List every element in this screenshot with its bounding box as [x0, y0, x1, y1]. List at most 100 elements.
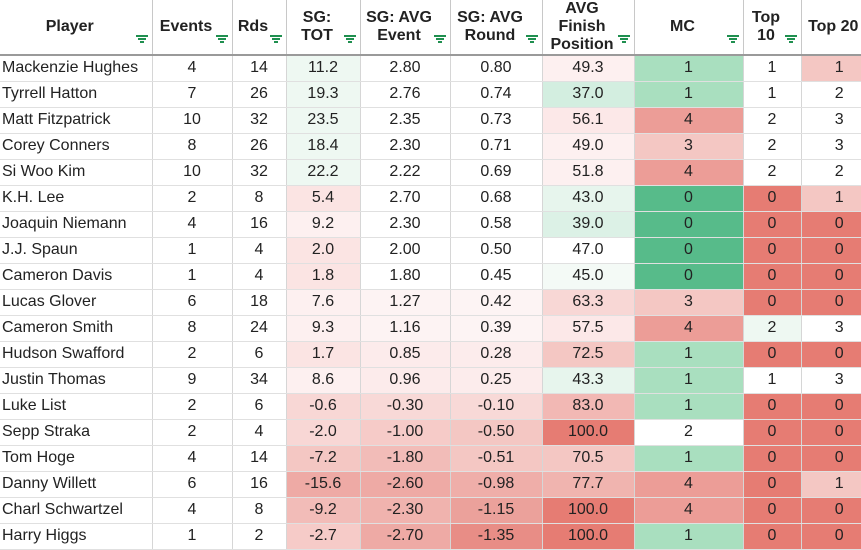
cell-avg-finish-position[interactable]: 49.0	[542, 133, 635, 160]
cell-top-20[interactable]: 0	[801, 497, 861, 524]
cell-rds[interactable]: 34	[232, 367, 287, 394]
cell-sg-avg-event[interactable]: -0.30	[360, 393, 451, 420]
column-header-top-10[interactable]: Top 10	[743, 0, 802, 56]
cell-sg-tot[interactable]: 23.5	[286, 107, 361, 134]
cell-mc[interactable]: 4	[634, 315, 744, 342]
cell-top-10[interactable]: 0	[743, 263, 802, 290]
cell-rds[interactable]: 32	[232, 159, 287, 186]
cell-events[interactable]: 1	[152, 237, 233, 264]
cell-mc[interactable]: 0	[634, 263, 744, 290]
cell-player[interactable]: Hudson Swafford	[0, 341, 153, 368]
cell-top-10[interactable]: 0	[743, 185, 802, 212]
cell-sg-avg-round[interactable]: 0.28	[450, 341, 543, 368]
cell-sg-avg-event[interactable]: 2.70	[360, 185, 451, 212]
cell-avg-finish-position[interactable]: 56.1	[542, 107, 635, 134]
cell-rds[interactable]: 6	[232, 393, 287, 420]
cell-sg-avg-round[interactable]: -0.51	[450, 445, 543, 472]
filter-icon[interactable]	[135, 35, 148, 44]
cell-mc[interactable]: 4	[634, 107, 744, 134]
cell-mc[interactable]: 4	[634, 497, 744, 524]
cell-sg-avg-event[interactable]: 2.30	[360, 133, 451, 160]
cell-player[interactable]: J.J. Spaun	[0, 237, 153, 264]
cell-events[interactable]: 2	[152, 393, 233, 420]
filter-icon[interactable]	[433, 35, 446, 44]
cell-player[interactable]: Sepp Straka	[0, 419, 153, 446]
cell-rds[interactable]: 8	[232, 185, 287, 212]
cell-player[interactable]: Corey Conners	[0, 133, 153, 160]
cell-top-20[interactable]: 1	[801, 185, 861, 212]
cell-sg-avg-event[interactable]: 2.35	[360, 107, 451, 134]
column-header-top-20[interactable]: Top 20	[801, 0, 861, 56]
cell-sg-tot[interactable]: 11.2	[286, 55, 361, 82]
cell-sg-avg-event[interactable]: 1.16	[360, 315, 451, 342]
cell-top-20[interactable]: 1	[801, 55, 861, 82]
column-header-player[interactable]: Player	[0, 0, 153, 56]
cell-rds[interactable]: 16	[232, 471, 287, 498]
cell-sg-avg-round[interactable]: 0.69	[450, 159, 543, 186]
cell-avg-finish-position[interactable]: 49.3	[542, 55, 635, 82]
cell-sg-tot[interactable]: -2.7	[286, 523, 361, 550]
cell-rds[interactable]: 4	[232, 237, 287, 264]
cell-sg-avg-round[interactable]: 0.58	[450, 211, 543, 238]
cell-mc[interactable]: 3	[634, 289, 744, 316]
cell-mc[interactable]: 1	[634, 341, 744, 368]
cell-sg-avg-event[interactable]: 2.00	[360, 237, 451, 264]
cell-sg-avg-event[interactable]: 2.30	[360, 211, 451, 238]
cell-top-10[interactable]: 1	[743, 367, 802, 394]
cell-sg-avg-round[interactable]: 0.80	[450, 55, 543, 82]
cell-sg-tot[interactable]: -9.2	[286, 497, 361, 524]
cell-events[interactable]: 4	[152, 55, 233, 82]
cell-mc[interactable]: 0	[634, 185, 744, 212]
cell-sg-tot[interactable]: 1.8	[286, 263, 361, 290]
cell-avg-finish-position[interactable]: 83.0	[542, 393, 635, 420]
cell-sg-avg-event[interactable]: 0.85	[360, 341, 451, 368]
cell-top-20[interactable]: 2	[801, 159, 861, 186]
cell-events[interactable]: 4	[152, 211, 233, 238]
cell-top-10[interactable]: 0	[743, 419, 802, 446]
cell-mc[interactable]: 1	[634, 393, 744, 420]
cell-top-10[interactable]: 2	[743, 107, 802, 134]
column-header-sg-avg-round[interactable]: SG: AVG Round	[450, 0, 543, 56]
filter-icon[interactable]	[343, 35, 356, 44]
cell-mc[interactable]: 0	[634, 237, 744, 264]
cell-mc[interactable]: 4	[634, 159, 744, 186]
cell-rds[interactable]: 2	[232, 523, 287, 550]
cell-events[interactable]: 4	[152, 497, 233, 524]
cell-avg-finish-position[interactable]: 72.5	[542, 341, 635, 368]
cell-player[interactable]: Charl Schwartzel	[0, 497, 153, 524]
cell-sg-avg-round[interactable]: 0.45	[450, 263, 543, 290]
cell-top-20[interactable]: 0	[801, 263, 861, 290]
cell-top-10[interactable]: 2	[743, 133, 802, 160]
cell-top-10[interactable]: 0	[743, 393, 802, 420]
cell-mc[interactable]: 4	[634, 471, 744, 498]
cell-rds[interactable]: 24	[232, 315, 287, 342]
filter-icon[interactable]	[784, 35, 797, 44]
cell-top-20[interactable]: 0	[801, 523, 861, 550]
cell-top-20[interactable]: 3	[801, 133, 861, 160]
cell-rds[interactable]: 18	[232, 289, 287, 316]
cell-mc[interactable]: 3	[634, 133, 744, 160]
cell-player[interactable]: Tyrrell Hatton	[0, 81, 153, 108]
filter-icon[interactable]	[726, 35, 739, 44]
cell-sg-avg-event[interactable]: 1.80	[360, 263, 451, 290]
column-header-rds[interactable]: Rds	[232, 0, 287, 56]
cell-top-10[interactable]: 0	[743, 497, 802, 524]
cell-player[interactable]: Mackenzie Hughes	[0, 55, 153, 82]
cell-player[interactable]: Justin Thomas	[0, 367, 153, 394]
cell-events[interactable]: 2	[152, 185, 233, 212]
cell-player[interactable]: Cameron Davis	[0, 263, 153, 290]
cell-top-20[interactable]: 3	[801, 367, 861, 394]
cell-top-10[interactable]: 0	[743, 237, 802, 264]
cell-rds[interactable]: 4	[232, 419, 287, 446]
cell-avg-finish-position[interactable]: 43.0	[542, 185, 635, 212]
cell-sg-tot[interactable]: 2.0	[286, 237, 361, 264]
cell-avg-finish-position[interactable]: 100.0	[542, 419, 635, 446]
cell-top-10[interactable]: 0	[743, 445, 802, 472]
cell-sg-avg-round[interactable]: -1.15	[450, 497, 543, 524]
cell-events[interactable]: 9	[152, 367, 233, 394]
cell-sg-avg-event[interactable]: 2.76	[360, 81, 451, 108]
cell-top-20[interactable]: 0	[801, 289, 861, 316]
cell-top-20[interactable]: 2	[801, 81, 861, 108]
cell-avg-finish-position[interactable]: 63.3	[542, 289, 635, 316]
cell-top-20[interactable]: 0	[801, 341, 861, 368]
